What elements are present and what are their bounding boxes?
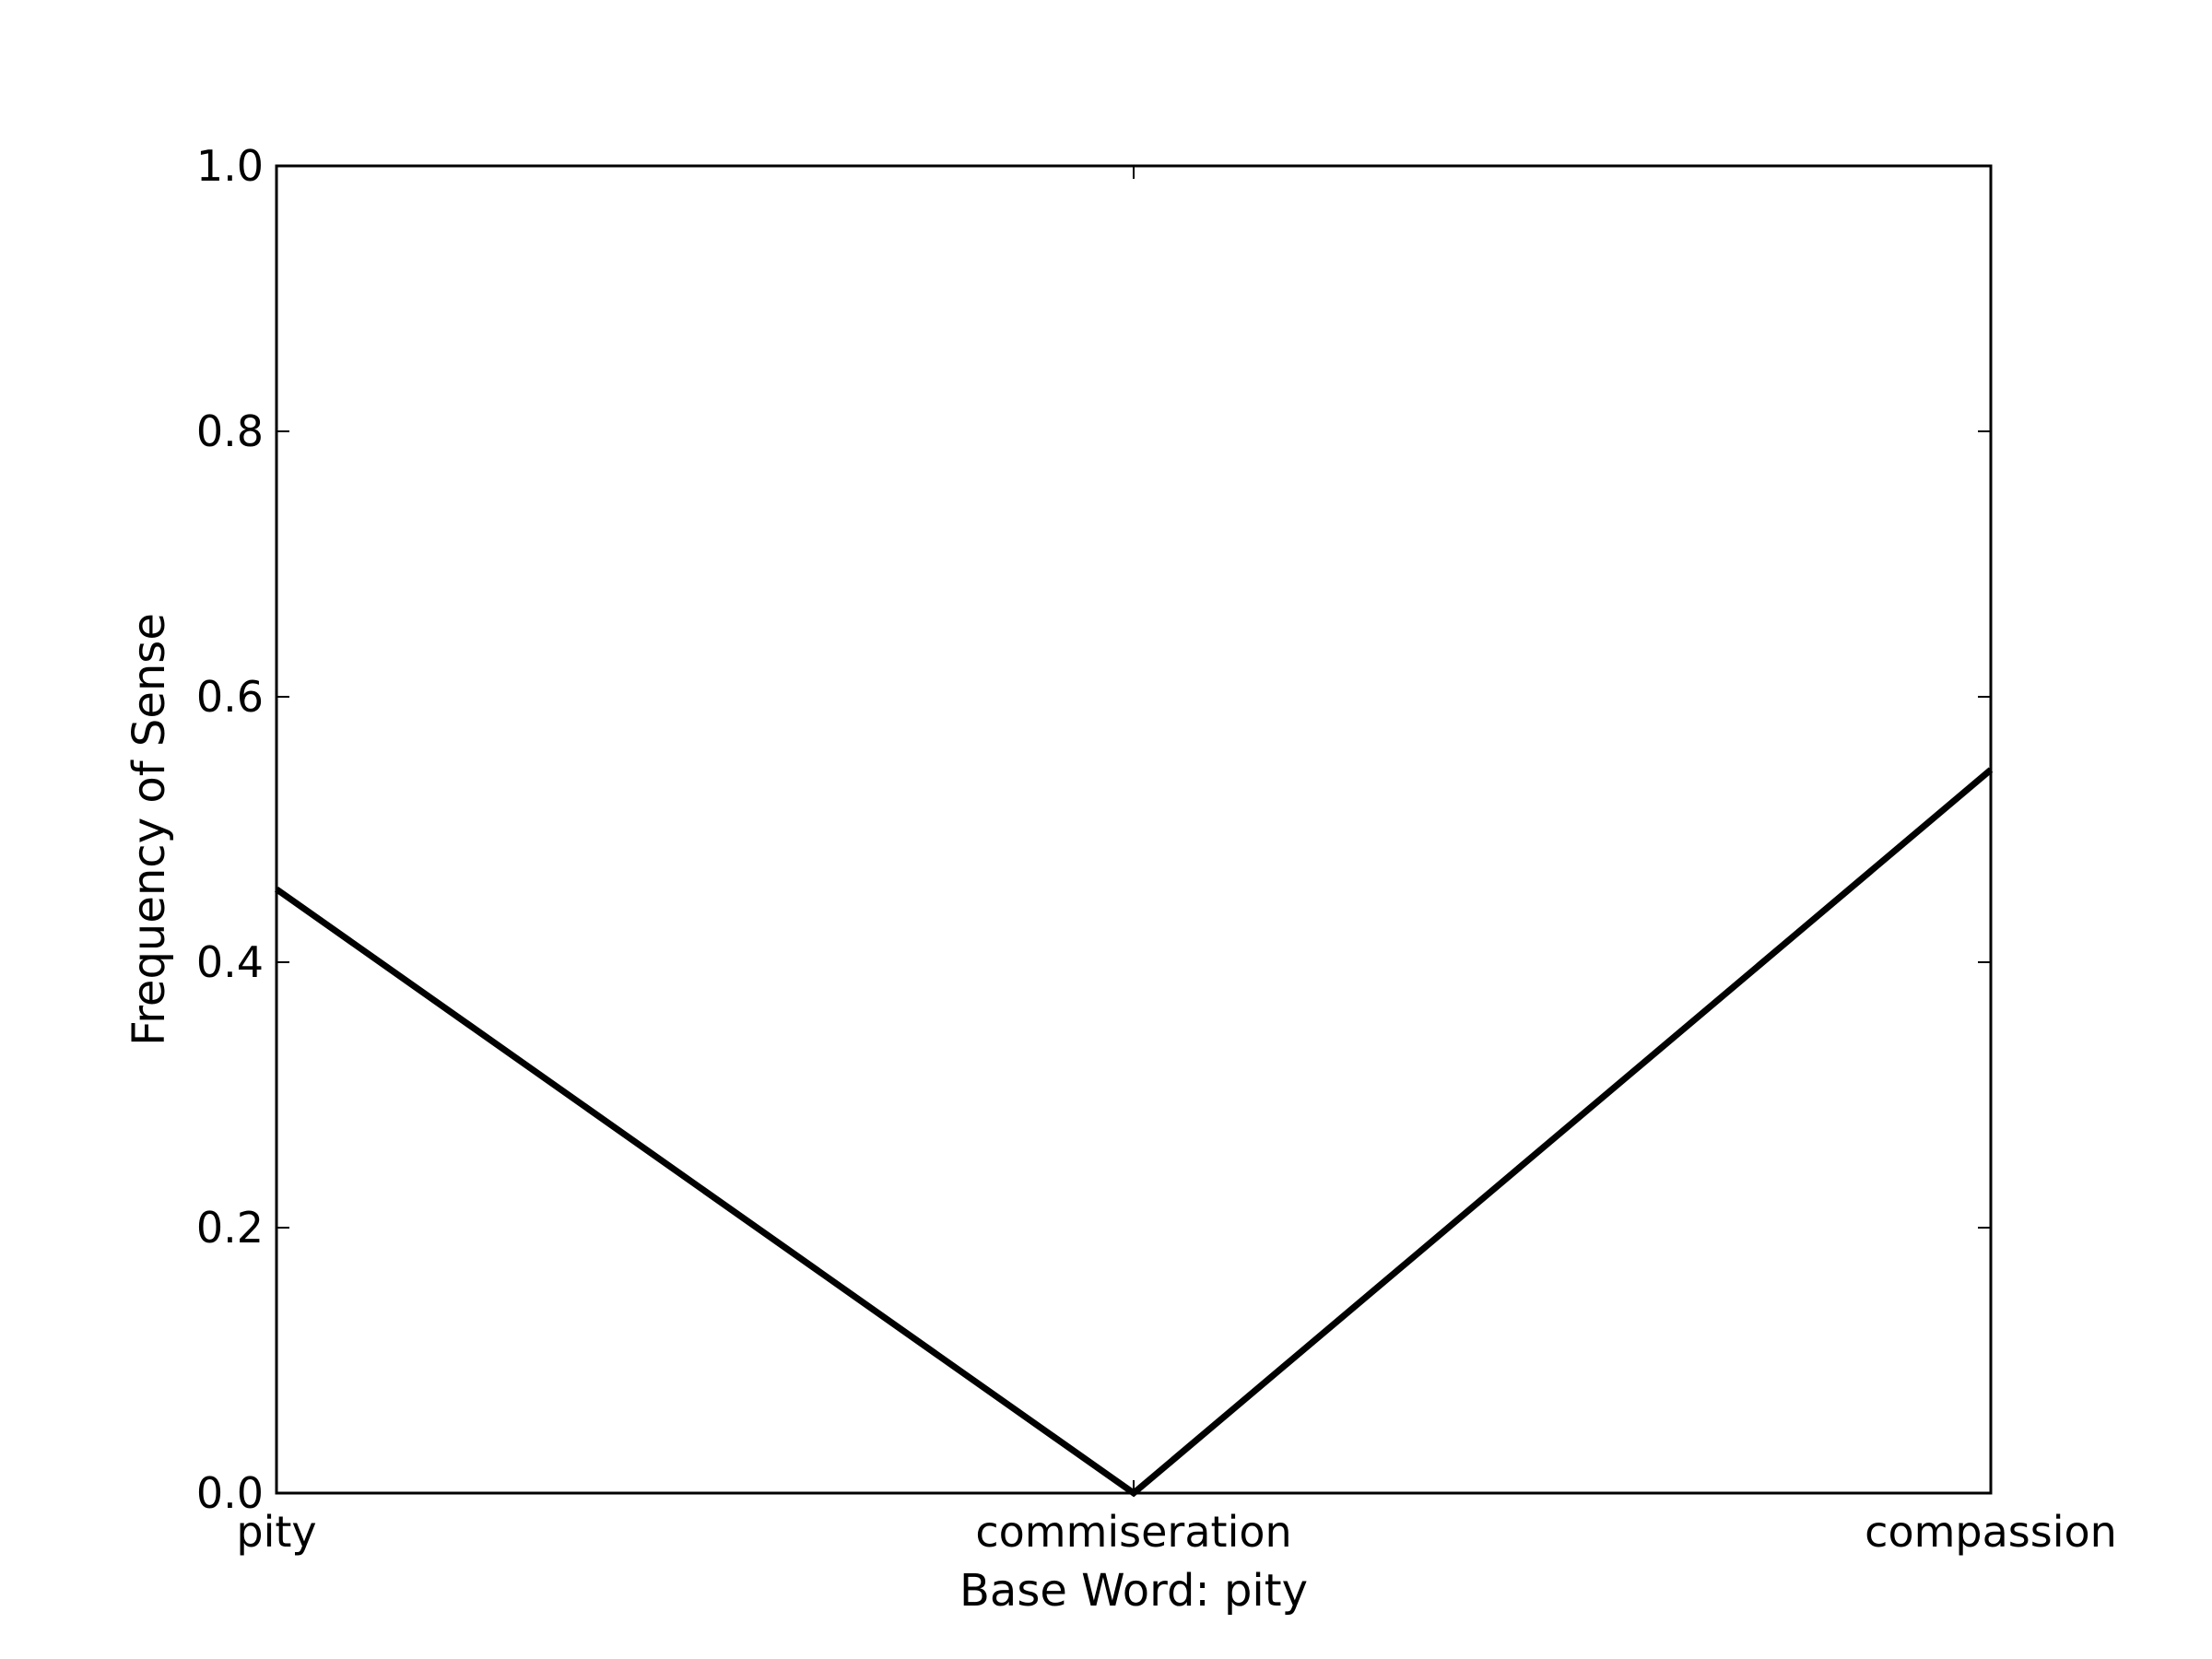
data-point xyxy=(276,888,277,890)
plot-area xyxy=(275,164,1993,1495)
x-tick-label-commiseration: commiseration xyxy=(975,1507,1291,1557)
data-point xyxy=(1990,769,1992,771)
y-tick-label: 0.6 xyxy=(196,672,264,722)
x-tick-label-pity: pity xyxy=(236,1507,316,1557)
data-point xyxy=(1133,1492,1135,1494)
y-axis-ticks: 0.0 0.2 0.4 0.6 0.8 1.0 xyxy=(196,141,1991,1518)
y-tick-label: 0.4 xyxy=(196,937,264,987)
y-tick-label: 0.0 xyxy=(196,1468,264,1518)
x-tick-label-compassion: compassion xyxy=(1865,1507,2117,1557)
y-axis-label: Frequency of Sense xyxy=(124,613,175,1046)
x-axis-ticks: pity commiseration compassion xyxy=(236,166,2117,1557)
y-tick-label: 0.8 xyxy=(196,406,264,456)
x-axis-label: Base Word: pity xyxy=(959,1565,1308,1617)
y-tick-label: 0.2 xyxy=(196,1203,264,1253)
series-layer xyxy=(274,767,1994,1498)
y-tick-label: 1.0 xyxy=(196,141,264,191)
